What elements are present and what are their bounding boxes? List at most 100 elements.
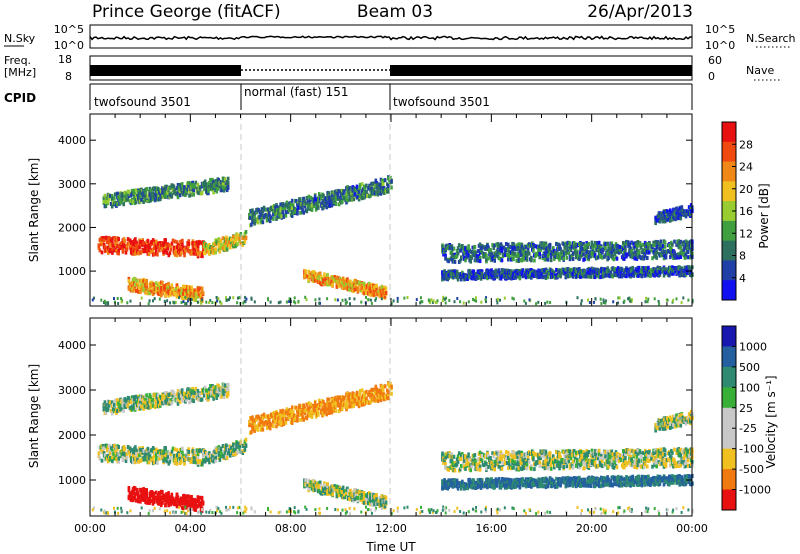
echo-cell-band-0 xyxy=(181,450,184,455)
echo-cell-band-5 xyxy=(328,200,332,205)
echo-cell-band-3 xyxy=(304,269,307,274)
echo-cell-band-6 xyxy=(558,257,561,262)
echo-cell-band-4 xyxy=(193,184,197,189)
echo-cell-band-4 xyxy=(225,188,229,193)
echo-cell-band-5 xyxy=(290,206,294,210)
echo-cell-band-2 xyxy=(167,291,170,296)
echo-cell-band-6 xyxy=(451,252,455,257)
echo-cell-band-7 xyxy=(494,268,498,273)
echo-cell-band-6 xyxy=(600,245,603,250)
echo-cell-band-0 xyxy=(126,445,130,449)
echo-cell-band-3 xyxy=(384,291,388,295)
echo-cell-band-6 xyxy=(572,241,576,245)
echo-cell-band-6 xyxy=(625,254,628,259)
ground-scatter-cell xyxy=(617,296,620,300)
echo-cell-band-2 xyxy=(179,501,183,505)
echo-cell-band-5 xyxy=(307,194,311,199)
echo-cell-band-6 xyxy=(639,245,643,250)
echo-cell-band-0 xyxy=(111,247,114,252)
echo-cell-band-5 xyxy=(365,190,368,195)
echo-cell-band-5 xyxy=(364,185,367,190)
ground-scatter-cell xyxy=(120,300,123,304)
echo-cell-band-0 xyxy=(112,451,115,456)
echo-cell-band-2 xyxy=(199,501,203,506)
echo-cell-band-4 xyxy=(126,197,130,202)
echo-cell-band-0 xyxy=(166,454,170,459)
echo-cell-band-6 xyxy=(444,247,447,252)
ground-scatter-cell xyxy=(444,301,447,305)
echo-cell-band-6 xyxy=(450,249,454,254)
echo-cell-band-1 xyxy=(229,453,232,458)
echo-cell-band-2 xyxy=(150,289,154,294)
echo-cell-band-5 xyxy=(334,194,338,199)
echo-cell-band-2 xyxy=(139,499,142,504)
echo-cell-band-3 xyxy=(308,274,311,279)
echo-cell-band-2 xyxy=(127,486,131,490)
ground-scatter-cell xyxy=(691,300,694,304)
echo-cell-band-7 xyxy=(508,275,511,280)
echo-cell-band-0 xyxy=(195,448,199,453)
echo-cell-band-3 xyxy=(344,279,347,284)
echo-cell-band-6 xyxy=(613,252,617,257)
echo-cell-band-6 xyxy=(532,249,535,254)
echo-cell-band-6 xyxy=(663,240,667,245)
noise-sky-trace xyxy=(89,35,693,41)
echo-cell-band-2 xyxy=(161,280,164,285)
echo-cell-band-2 xyxy=(134,498,138,503)
echo-cell-band-2 xyxy=(140,287,143,292)
echo-cell-band-1 xyxy=(225,247,229,252)
ground-scatter-cell xyxy=(225,296,227,300)
echo-cell-band-7 xyxy=(453,269,457,274)
echo-cell-band-0 xyxy=(121,247,125,252)
echo-cell-band-5 xyxy=(306,199,310,204)
echo-cell-band-1 xyxy=(243,239,247,244)
echo-cell-band-6 xyxy=(582,252,585,257)
colorbar-tick-label: 12 xyxy=(739,227,753,240)
echo-cell-band-0 xyxy=(196,455,200,460)
echo-cell-band-5 xyxy=(360,182,364,187)
echo-cell-band-6 xyxy=(660,250,664,255)
echo-cell-band-5 xyxy=(357,190,361,195)
ground-scatter-cell xyxy=(459,300,462,304)
echo-cell-band-0 xyxy=(147,456,151,461)
echo-cell-band-3 xyxy=(372,290,375,295)
echo-cell-band-7 xyxy=(506,268,509,273)
echo-cell-band-4 xyxy=(216,186,220,191)
echo-cell-band-6 xyxy=(635,246,639,251)
echo-cell-band-0 xyxy=(117,237,120,242)
freq-left-tick-top: 18 xyxy=(58,53,72,66)
echo-cell-band-3 xyxy=(369,286,372,291)
ground-scatter-cell xyxy=(288,297,291,301)
echo-cell-band-2 xyxy=(176,286,180,290)
echo-cell-band-1 xyxy=(218,457,222,462)
echo-cell-band-6 xyxy=(504,242,508,246)
ground-scatter-cell xyxy=(618,296,621,300)
echo-cell-band-4 xyxy=(223,177,227,182)
echo-cell-band-2 xyxy=(140,497,143,502)
ground-scatter-cell xyxy=(472,297,474,301)
echo-cell-band-6 xyxy=(466,250,469,255)
echo-cell-band-6 xyxy=(464,258,467,263)
echo-cell-band-6 xyxy=(615,256,619,261)
echo-cell-band-0 xyxy=(137,251,140,256)
echo-cell-band-5 xyxy=(265,214,269,219)
echo-cell-band-0 xyxy=(106,250,110,255)
echo-cell-band-5 xyxy=(325,205,328,210)
echo-cell-band-0 xyxy=(175,461,179,466)
echo-cell-band-0 xyxy=(143,245,147,250)
echo-cell-band-8 xyxy=(662,210,666,215)
echo-cell-band-0 xyxy=(128,446,132,451)
ground-scatter-cell xyxy=(617,301,620,305)
echo-cell-band-4 xyxy=(198,186,202,191)
echo-cell-band-0 xyxy=(173,239,177,244)
echo-cell-band-6 xyxy=(622,253,625,258)
ground-scatter-cell xyxy=(205,300,208,304)
ground-scatter-cell xyxy=(293,296,296,300)
ground-scatter-cell xyxy=(163,299,166,303)
echo-cell-band-7 xyxy=(658,272,662,277)
echo-cell-band-0 xyxy=(181,238,184,243)
echo-cell-band-4 xyxy=(161,190,164,195)
ground-scatter-cell xyxy=(396,299,399,303)
echo-cell-band-4 xyxy=(192,192,195,197)
echo-cell-band-5 xyxy=(387,189,390,194)
